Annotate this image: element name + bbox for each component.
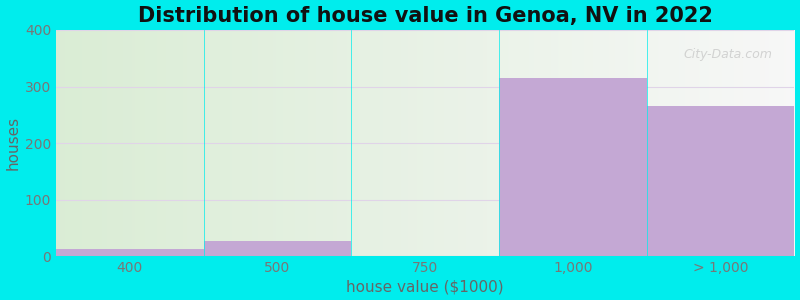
Bar bbox=[56, 249, 204, 256]
Bar bbox=[646, 106, 794, 256]
Bar bbox=[499, 78, 646, 256]
Text: City-Data.com: City-Data.com bbox=[683, 48, 772, 61]
X-axis label: house value ($1000): house value ($1000) bbox=[346, 279, 504, 294]
Title: Distribution of house value in Genoa, NV in 2022: Distribution of house value in Genoa, NV… bbox=[138, 6, 713, 26]
Y-axis label: houses: houses bbox=[6, 116, 21, 170]
Bar bbox=[204, 241, 351, 256]
